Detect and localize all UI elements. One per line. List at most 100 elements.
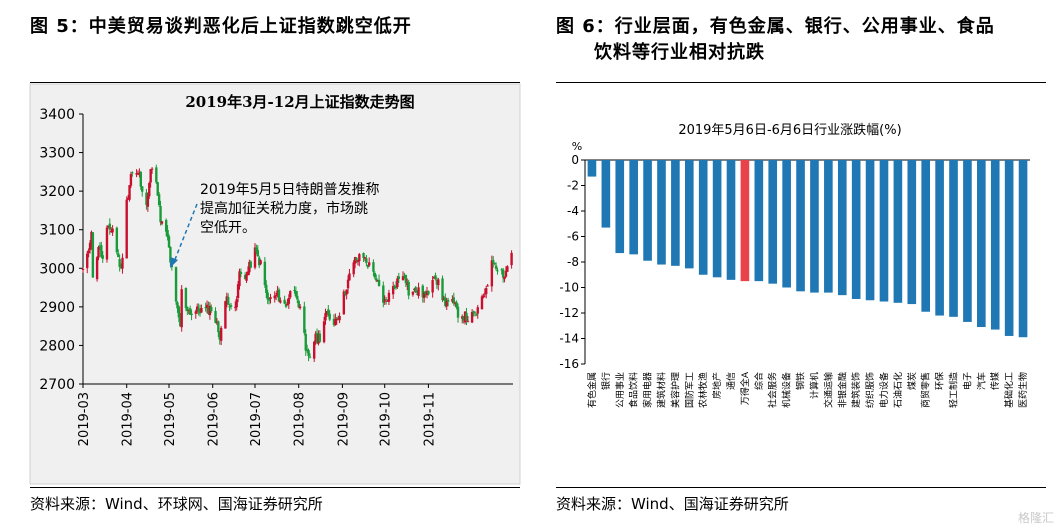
candle-body: [277, 289, 281, 302]
candle-body: [207, 306, 210, 314]
candle-body: [397, 276, 401, 279]
candle-body: [293, 289, 296, 291]
candle-body: [229, 305, 233, 307]
bar-24: [907, 160, 917, 305]
category-label: 社会服务: [767, 372, 779, 408]
category-label: 建筑装饰: [850, 372, 862, 408]
candle-body: [150, 168, 154, 170]
candle-body: [396, 278, 399, 288]
candle-body: [362, 253, 365, 258]
candle-body: [101, 255, 104, 259]
left-x-tick-label: 2019-11: [422, 392, 437, 446]
bar-11: [726, 160, 736, 280]
candle-body: [492, 260, 495, 263]
candle-body: [472, 311, 475, 313]
bar-21: [865, 160, 875, 301]
category-label: 环保: [934, 372, 946, 390]
left-y-tick-label: 3000: [39, 261, 75, 277]
candle-body: [356, 260, 360, 262]
candle-body: [328, 313, 331, 320]
category-label: 基础化工: [1003, 372, 1015, 408]
candle-body: [413, 288, 416, 290]
candle-body: [294, 291, 298, 297]
category-label: 有色金属: [586, 372, 598, 408]
left-chart-title: 2019年3月-12月上证指数走势图: [185, 93, 414, 111]
candle-body: [289, 291, 292, 298]
category-label: 公用事业: [614, 372, 626, 408]
left-y-tick-label: 2700: [39, 377, 75, 393]
candle-body: [194, 311, 197, 314]
candle-body: [188, 308, 192, 315]
candle-body: [157, 194, 161, 206]
candle-body: [107, 225, 110, 228]
candle-body: [441, 278, 444, 301]
right-y-unit-label: %: [572, 140, 582, 153]
candle-body: [352, 262, 355, 275]
candle-body: [401, 276, 405, 281]
annotation-line: 提高加征关税力度，市场跳: [200, 200, 368, 217]
bar-14: [768, 160, 778, 284]
candle-body: [148, 183, 151, 197]
candle-body: [296, 295, 299, 300]
candle-body: [208, 305, 212, 316]
candle-body: [345, 289, 348, 295]
candle-body: [314, 333, 317, 343]
bar-15: [782, 160, 791, 288]
candle-body: [145, 192, 148, 206]
candle-body: [297, 300, 300, 308]
candle-body: [177, 306, 181, 318]
candle-body: [480, 296, 484, 310]
candle-body: [465, 312, 468, 321]
category-label: 机械设备: [781, 372, 793, 408]
category-label: 万得全A: [739, 371, 751, 405]
candle-body: [87, 250, 90, 253]
candle-body: [344, 291, 347, 294]
right-y-tick-label: -12: [559, 306, 579, 320]
category-label: 银行: [600, 372, 612, 390]
bar-26: [935, 160, 944, 316]
candle-body: [235, 299, 238, 308]
left-y-tick-label: 3300: [39, 146, 75, 162]
candle-body: [121, 257, 124, 269]
candle-body: [366, 265, 369, 268]
candle-body: [307, 350, 310, 356]
right-chart-title: 2019年5月6日-6月6日行业涨跌幅(%): [678, 122, 901, 138]
category-label: 电力设备: [878, 372, 890, 408]
category-label: 家用电器: [642, 372, 654, 408]
right-y-tick-label: -6: [567, 230, 579, 244]
candle-body: [404, 275, 408, 284]
candle-body: [141, 186, 144, 192]
candle-body: [453, 302, 457, 304]
candle-body: [485, 288, 488, 295]
candle-body: [462, 316, 465, 321]
candle-body: [256, 250, 260, 257]
annotation-arrow: [173, 203, 198, 263]
bar-30: [990, 160, 1000, 330]
candle-body: [259, 260, 262, 265]
left-source-note: 资料来源：Wind、环球网、国海证券研究所: [30, 495, 323, 513]
candle-body: [313, 341, 316, 359]
candle-body: [486, 285, 489, 287]
candle-body: [336, 318, 340, 320]
candle-body: [376, 280, 379, 282]
candle-body: [387, 292, 391, 302]
category-label: 电子: [961, 372, 973, 390]
left-top-rule: [30, 82, 520, 83]
candle-body: [245, 274, 248, 281]
candle-body: [267, 299, 271, 301]
candle-body: [355, 257, 358, 261]
category-label: 计算机: [808, 372, 820, 399]
bar-7: [671, 160, 680, 266]
right-y-tick-label: -14: [559, 332, 579, 346]
bar-20: [851, 160, 861, 299]
candle-body: [283, 299, 286, 304]
right-bottom-rule: [556, 487, 1046, 488]
left-y-tick-label: 3100: [39, 223, 75, 239]
category-label: 综合: [753, 372, 765, 390]
candle-body: [342, 291, 346, 315]
candle-body: [452, 297, 455, 304]
candle-body: [105, 227, 109, 260]
category-label: 农林牧渔: [697, 372, 709, 408]
bar-1: [587, 160, 597, 177]
